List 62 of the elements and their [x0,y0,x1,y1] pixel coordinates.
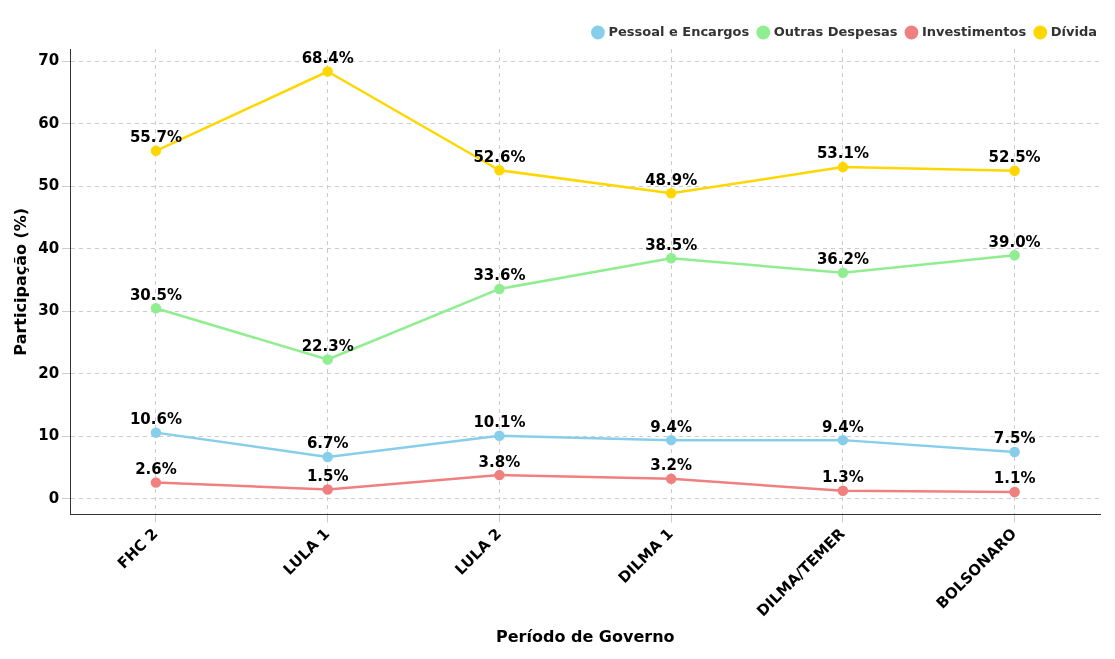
point [837,485,849,496]
point [150,145,162,157]
point [494,164,505,176]
y-tick-label: 40 [38,238,60,257]
data-label: 33.6% [473,266,526,285]
point [494,469,505,481]
legend-label: Investimentos [921,23,1027,39]
point [665,188,677,199]
point [322,66,333,77]
data-label: 30.5% [129,285,182,304]
data-label: 53.1% [816,144,869,163]
point [837,267,849,278]
data-label: 55.7% [129,128,182,147]
x-axis-title: Período de Governo [496,626,675,646]
data-label: 10.6% [129,410,182,429]
data-label: 1.5% [306,466,349,485]
point [494,430,505,441]
data-label: 9.4% [650,417,692,436]
point [150,427,162,438]
point [1009,486,1020,498]
point [322,354,333,365]
y-axis-title: Participação (%) [10,207,30,356]
data-label: 22.3% [301,336,354,355]
data-label: 7.5% [993,429,1036,448]
data-label: 36.2% [816,250,869,269]
data-label: 1.3% [822,468,864,487]
point [837,434,849,446]
legend-label: Pessoal e Encargos [608,23,750,39]
data-label: 52.5% [988,148,1041,167]
data-label: 38.5% [645,235,698,254]
point [1009,446,1020,458]
point [150,303,162,314]
point [494,283,505,295]
data-label: 48.9% [645,170,698,189]
data-label: 39.0% [988,232,1041,251]
data-label: 9.4% [822,417,864,436]
y-tick-label: 10 [38,426,60,445]
point [665,434,677,446]
data-label: 3.2% [650,456,692,475]
point [322,484,333,495]
data-label: 1.1% [993,469,1036,488]
y-tick-label: 0 [48,488,60,507]
legend-label: Dívida [1050,23,1098,39]
point [1009,165,1020,177]
data-label: 68.4% [301,48,354,67]
point [665,253,677,264]
y-tick-label: 70 [38,51,60,70]
y-tick-label: 60 [38,113,60,132]
data-label: 2.6% [135,460,177,478]
data-label: 52.6% [473,147,526,166]
y-tick-label: 50 [38,176,60,195]
point [665,473,677,485]
point [1009,249,1020,261]
data-label: 10.1% [473,413,526,432]
point [837,161,849,173]
point [150,477,162,488]
data-label: 3.8% [478,452,521,471]
legend-label: Outras Despesas [773,23,898,39]
data-label: 6.7% [306,434,349,453]
y-tick-label: 30 [38,301,60,320]
y-tick-label: 20 [38,363,60,382]
point [322,451,333,463]
